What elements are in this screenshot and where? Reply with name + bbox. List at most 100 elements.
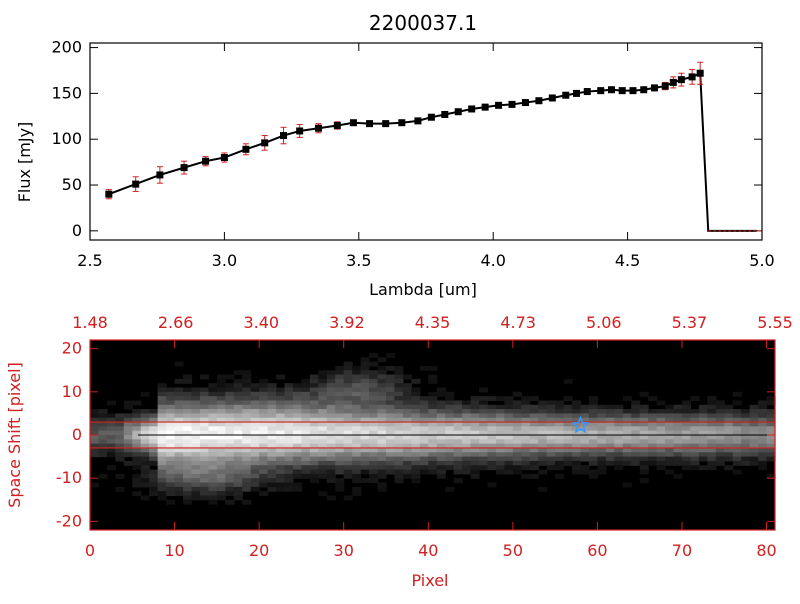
- image-pixel: [259, 465, 269, 471]
- image-pixel: [521, 439, 531, 445]
- image-pixel: [766, 473, 776, 479]
- top-y-tick-label: 150: [51, 83, 82, 102]
- image-pixel: [183, 404, 193, 410]
- data-point: [296, 127, 304, 135]
- image-pixel: [622, 409, 632, 415]
- image-pixel: [538, 409, 548, 415]
- image-pixel: [318, 374, 328, 380]
- image-pixel: [301, 387, 311, 393]
- image-pixel: [123, 413, 133, 419]
- image-pixel: [276, 486, 286, 492]
- image-pixel: [622, 435, 632, 440]
- image-pixel: [495, 422, 505, 427]
- image-pixel: [377, 443, 387, 449]
- image-pixel: [377, 439, 387, 445]
- image-pixel: [521, 460, 531, 466]
- image-pixel: [242, 378, 252, 384]
- image-pixel: [106, 430, 116, 436]
- image-pixel: [394, 460, 404, 466]
- image-pixel: [639, 478, 649, 484]
- image-pixel: [292, 422, 303, 427]
- image-pixel: [555, 465, 565, 471]
- image-pixel: [343, 413, 353, 419]
- image-pixel: [301, 396, 311, 402]
- image-pixel: [233, 469, 243, 475]
- image-pixel: [225, 391, 235, 397]
- image-pixel: [614, 409, 624, 415]
- image-pixel: [479, 456, 489, 462]
- image-pixel: [149, 482, 159, 488]
- image-pixel: [309, 383, 319, 389]
- image-pixel: [656, 413, 666, 419]
- image-pixel: [487, 430, 497, 436]
- image-pixel: [208, 495, 218, 501]
- image-pixel: [563, 426, 573, 432]
- image-pixel: [335, 409, 345, 415]
- image-pixel: [470, 460, 480, 466]
- image-pixel: [199, 452, 209, 458]
- image-pixel: [538, 452, 548, 458]
- image-pixel: [309, 447, 319, 453]
- image-pixel: [732, 452, 742, 458]
- image-pixel: [318, 383, 328, 389]
- image-pixel: [318, 400, 328, 406]
- image-pixel: [538, 435, 548, 440]
- image-pixel: [360, 469, 370, 475]
- image-pixel: [453, 409, 463, 415]
- image-pixel: [631, 426, 641, 432]
- image-pixel: [597, 426, 607, 432]
- image-pixel: [267, 478, 277, 484]
- image-pixel: [157, 417, 167, 423]
- image-pixel: [369, 443, 379, 449]
- data-point: [508, 100, 516, 108]
- image-pixel: [225, 413, 235, 419]
- image-pixel: [208, 404, 218, 410]
- image-pixel: [411, 443, 421, 449]
- image-pixel: [183, 439, 193, 445]
- image-pixel: [343, 391, 353, 397]
- image-pixel: [495, 447, 505, 453]
- image-pixel: [402, 456, 412, 462]
- image-pixel: [157, 439, 167, 445]
- image-pixel: [572, 400, 582, 406]
- image-pixel: [453, 460, 463, 466]
- image-pixel: [749, 430, 759, 436]
- image-pixel: [563, 460, 573, 466]
- image-pixel: [267, 443, 277, 449]
- image-pixel: [588, 404, 599, 410]
- image-pixel: [292, 452, 303, 458]
- image-pixel: [394, 473, 404, 479]
- image-pixel: [656, 465, 666, 471]
- image-pixel: [487, 417, 497, 423]
- image-pixel: [326, 400, 336, 406]
- image-pixel: [369, 430, 379, 436]
- image-pixel: [216, 413, 226, 419]
- image-pixel: [132, 465, 142, 471]
- image-pixel: [90, 435, 100, 440]
- image-pixel: [284, 409, 294, 415]
- image-pixel: [690, 396, 700, 402]
- image-pixel: [115, 443, 125, 449]
- image-pixel: [588, 400, 599, 406]
- image-pixel: [411, 452, 421, 458]
- image-pixel: [673, 473, 683, 479]
- image-pixel: [445, 465, 455, 471]
- image-pixel: [259, 456, 269, 462]
- image-pixel: [309, 435, 319, 440]
- image-pixel: [292, 391, 303, 397]
- image-pixel: [284, 387, 294, 393]
- image-pixel: [377, 422, 387, 427]
- top-y-tick-label: 50: [62, 175, 82, 194]
- image-pixel: [521, 413, 531, 419]
- image-pixel: [749, 413, 759, 419]
- image-pixel: [758, 456, 768, 462]
- image-pixel: [715, 439, 725, 445]
- wavelength-tick-label: 4.73: [500, 313, 536, 332]
- image-pixel: [656, 452, 666, 458]
- image-pixel: [445, 409, 455, 415]
- image-pixel: [419, 396, 429, 402]
- image-pixel: [267, 456, 277, 462]
- image-pixel: [546, 413, 556, 419]
- image-pixel: [758, 413, 768, 419]
- image-pixel: [402, 452, 412, 458]
